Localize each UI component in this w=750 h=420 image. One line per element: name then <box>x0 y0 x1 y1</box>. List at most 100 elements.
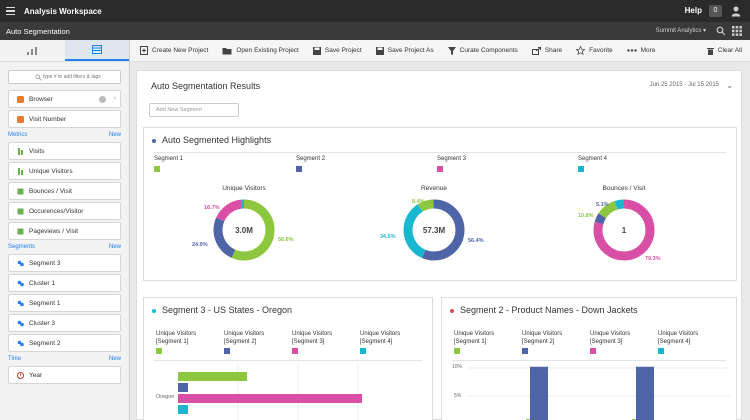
donut-chart <box>403 199 465 261</box>
panel-title: Auto Segmentation Results <box>151 81 261 91</box>
dimension-list: Browser › Visit Number <box>8 90 121 128</box>
metric-icon <box>18 167 23 175</box>
project-name[interactable]: Auto Segmentation <box>6 26 70 36</box>
segment-icon <box>17 300 24 306</box>
folder-icon <box>222 47 232 54</box>
save-project-button[interactable]: Save Project <box>312 46 362 55</box>
segment-drop-zone[interactable]: Add New Segment <box>149 103 239 117</box>
row-label: Oregon <box>156 394 175 400</box>
column-label: Unique Visitors [Segment 2] <box>522 331 563 345</box>
section-label: Segments <box>8 244 36 250</box>
open-project-button[interactable]: Open Existing Project <box>222 47 299 55</box>
y-tick-label: 5% <box>454 393 462 399</box>
create-project-label: Create New Project <box>152 47 209 54</box>
segment-item[interactable]: Segment 3 <box>8 254 121 272</box>
viz-title: Auto Segmented Highlights <box>162 135 272 145</box>
tab-visualizations[interactable] <box>0 40 65 61</box>
chevron-right-icon[interactable]: › <box>113 95 116 102</box>
user-icon[interactable] <box>730 5 742 17</box>
new-metric-link[interactable]: New <box>108 132 121 138</box>
dimension-item[interactable]: Browser › <box>8 90 121 108</box>
column-label: Unique Visitors [Segment 3] <box>292 331 333 345</box>
date-range[interactable]: Jun 25 2015 - Jul 15 2015 <box>649 82 719 88</box>
save-icon <box>312 46 321 55</box>
legend-label: Segment 4 <box>578 156 608 162</box>
save-as-icon <box>375 46 384 55</box>
donut-slice-segment-3 <box>403 199 465 261</box>
more-icon <box>626 49 637 52</box>
segment-item[interactable]: Cluster 1 <box>8 274 121 292</box>
metric-icon <box>18 147 23 155</box>
donut-pct-label: 10.8% <box>578 213 594 219</box>
info-icon[interactable] <box>99 96 106 103</box>
donut-center-value: 57.3M <box>422 226 446 235</box>
column-label: Unique Visitors [Segment 2] <box>224 331 265 345</box>
segment-label: Segment 3 <box>29 259 61 267</box>
share-icon <box>531 46 541 55</box>
segment-legend-item: Segment 4 <box>578 156 607 172</box>
new-time-link[interactable]: New <box>108 356 121 362</box>
vertical-bar-chart <box>468 366 730 420</box>
segment-item[interactable]: Segment 1 <box>8 294 121 312</box>
share-button[interactable]: Share <box>531 46 562 55</box>
segment-item[interactable]: Cluster 3 <box>8 314 121 332</box>
favorite-button[interactable]: Favorite <box>576 46 613 55</box>
new-document-icon <box>140 46 148 55</box>
y-tick-label: 10% <box>452 364 463 370</box>
notification-badge[interactable]: 0 <box>709 5 722 17</box>
time-item[interactable]: Year <box>8 366 121 384</box>
dimension-item[interactable]: Visit Number <box>8 110 121 128</box>
save-as-label: Save Project As <box>387 47 434 54</box>
menu-icon[interactable] <box>6 4 20 18</box>
legend-swatch <box>296 166 302 172</box>
search-input[interactable] <box>9 71 120 83</box>
curate-components-button[interactable]: Curate Components <box>447 46 518 55</box>
column-header: Unique Visitors [Segment 3] <box>292 330 352 354</box>
bar-series-1[interactable] <box>178 372 247 381</box>
favorite-label: Favorite <box>589 47 613 54</box>
legend-swatch <box>224 348 230 354</box>
tab-components[interactable] <box>64 40 129 61</box>
column-label: Unique Visitors [Segment 4] <box>360 331 401 345</box>
component-search[interactable] <box>8 70 121 84</box>
dimension-label: Browser <box>29 95 53 103</box>
segment-item[interactable]: Segment 2 <box>8 334 121 352</box>
time-label: Year <box>29 371 43 379</box>
create-project-button[interactable]: Create New Project <box>140 46 208 55</box>
column-label: Unique Visitors [Segment 3] <box>590 331 631 345</box>
legend-swatch <box>437 166 443 172</box>
donut-slice-segment-4 <box>403 199 465 261</box>
apps-grid-icon[interactable] <box>732 26 742 36</box>
project-toolbar: Create New Project Open Existing Project… <box>130 40 750 62</box>
new-segment-link[interactable]: New <box>108 244 121 250</box>
help-link[interactable]: Help <box>684 6 702 15</box>
column-header: Unique Visitors [Segment 1] <box>454 330 514 354</box>
dimension-icon <box>17 115 24 123</box>
metric-item[interactable]: Visits <box>8 142 121 160</box>
bar-series-4[interactable] <box>178 405 188 414</box>
company-selector[interactable]: Summit Analytics ▾ <box>655 28 706 34</box>
donut-center-value: 1 <box>621 226 627 235</box>
rail-tabs <box>0 40 129 62</box>
section-label: Metrics <box>8 132 28 138</box>
save-as-button[interactable]: Save Project As <box>375 46 434 55</box>
legend-label: Segment 3 <box>437 156 467 162</box>
search-icon[interactable] <box>716 26 726 36</box>
donut-pct-label: 56.6% <box>278 237 294 243</box>
bar-2-series-2[interactable] <box>636 366 654 420</box>
bar-series-2[interactable] <box>178 383 188 392</box>
metric-item[interactable]: Unique Visitors <box>8 162 121 180</box>
more-button[interactable]: More <box>626 47 655 54</box>
metric-item[interactable]: Pageviews / Visit <box>8 222 121 240</box>
column-label: Unique Visitors [Segment 4] <box>658 331 699 345</box>
star-icon <box>576 46 586 55</box>
bar-1-series-2[interactable] <box>530 366 548 420</box>
metric-item[interactable]: Occurences/Visitor <box>8 202 121 220</box>
down-jackets-bar-visualization: Segment 2 - Product Names - Down Jackets… <box>441 297 737 420</box>
bar-series-3[interactable] <box>178 394 362 403</box>
chevron-down-icon[interactable]: ⌄ <box>726 81 733 90</box>
metric-item[interactable]: Bounces / Visit <box>8 182 121 200</box>
clear-all-button[interactable]: Clear All <box>706 47 742 55</box>
viz-title: Segment 3 - US States - Oregon <box>162 305 293 315</box>
segment-label: Segment 1 <box>29 299 61 307</box>
